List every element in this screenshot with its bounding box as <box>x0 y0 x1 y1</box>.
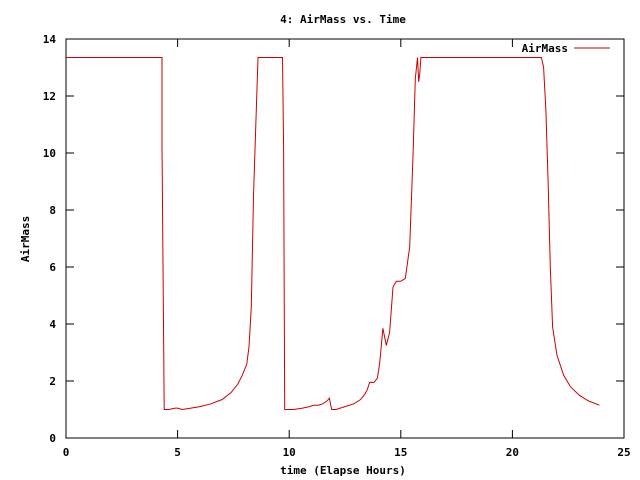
y-tick-label: 14 <box>43 33 57 46</box>
axes: 0 5 10 15 20 25 0 2 4 6 8 10 12 14 <box>43 33 631 459</box>
y-axis-label: AirMass <box>19 216 32 262</box>
legend: AirMass <box>522 42 610 55</box>
y-tick-label: 8 <box>49 204 56 217</box>
y-tick-label: 0 <box>49 432 56 445</box>
y-tick-label: 12 <box>43 90 56 103</box>
y-tick-label: 2 <box>49 375 56 388</box>
x-tick-label: 5 <box>174 446 181 459</box>
x-tick-label: 15 <box>394 446 407 459</box>
legend-label-airmass: AirMass <box>522 42 568 55</box>
y-tick-label: 10 <box>43 147 56 160</box>
x-axis-label: time (Elapse Hours) <box>280 464 406 477</box>
y-tick-label: 6 <box>49 261 56 274</box>
series-line-airmass <box>66 57 600 411</box>
x-tick-label: 20 <box>506 446 519 459</box>
plot-frame <box>65 38 625 439</box>
chart-title: 4: AirMass vs. Time <box>280 13 406 26</box>
x-tick-label: 25 <box>617 446 630 459</box>
y-tick-label: 4 <box>49 318 56 331</box>
x-tick-label: 0 <box>63 446 70 459</box>
series-layer <box>66 57 600 411</box>
x-tick-label: 10 <box>283 446 296 459</box>
